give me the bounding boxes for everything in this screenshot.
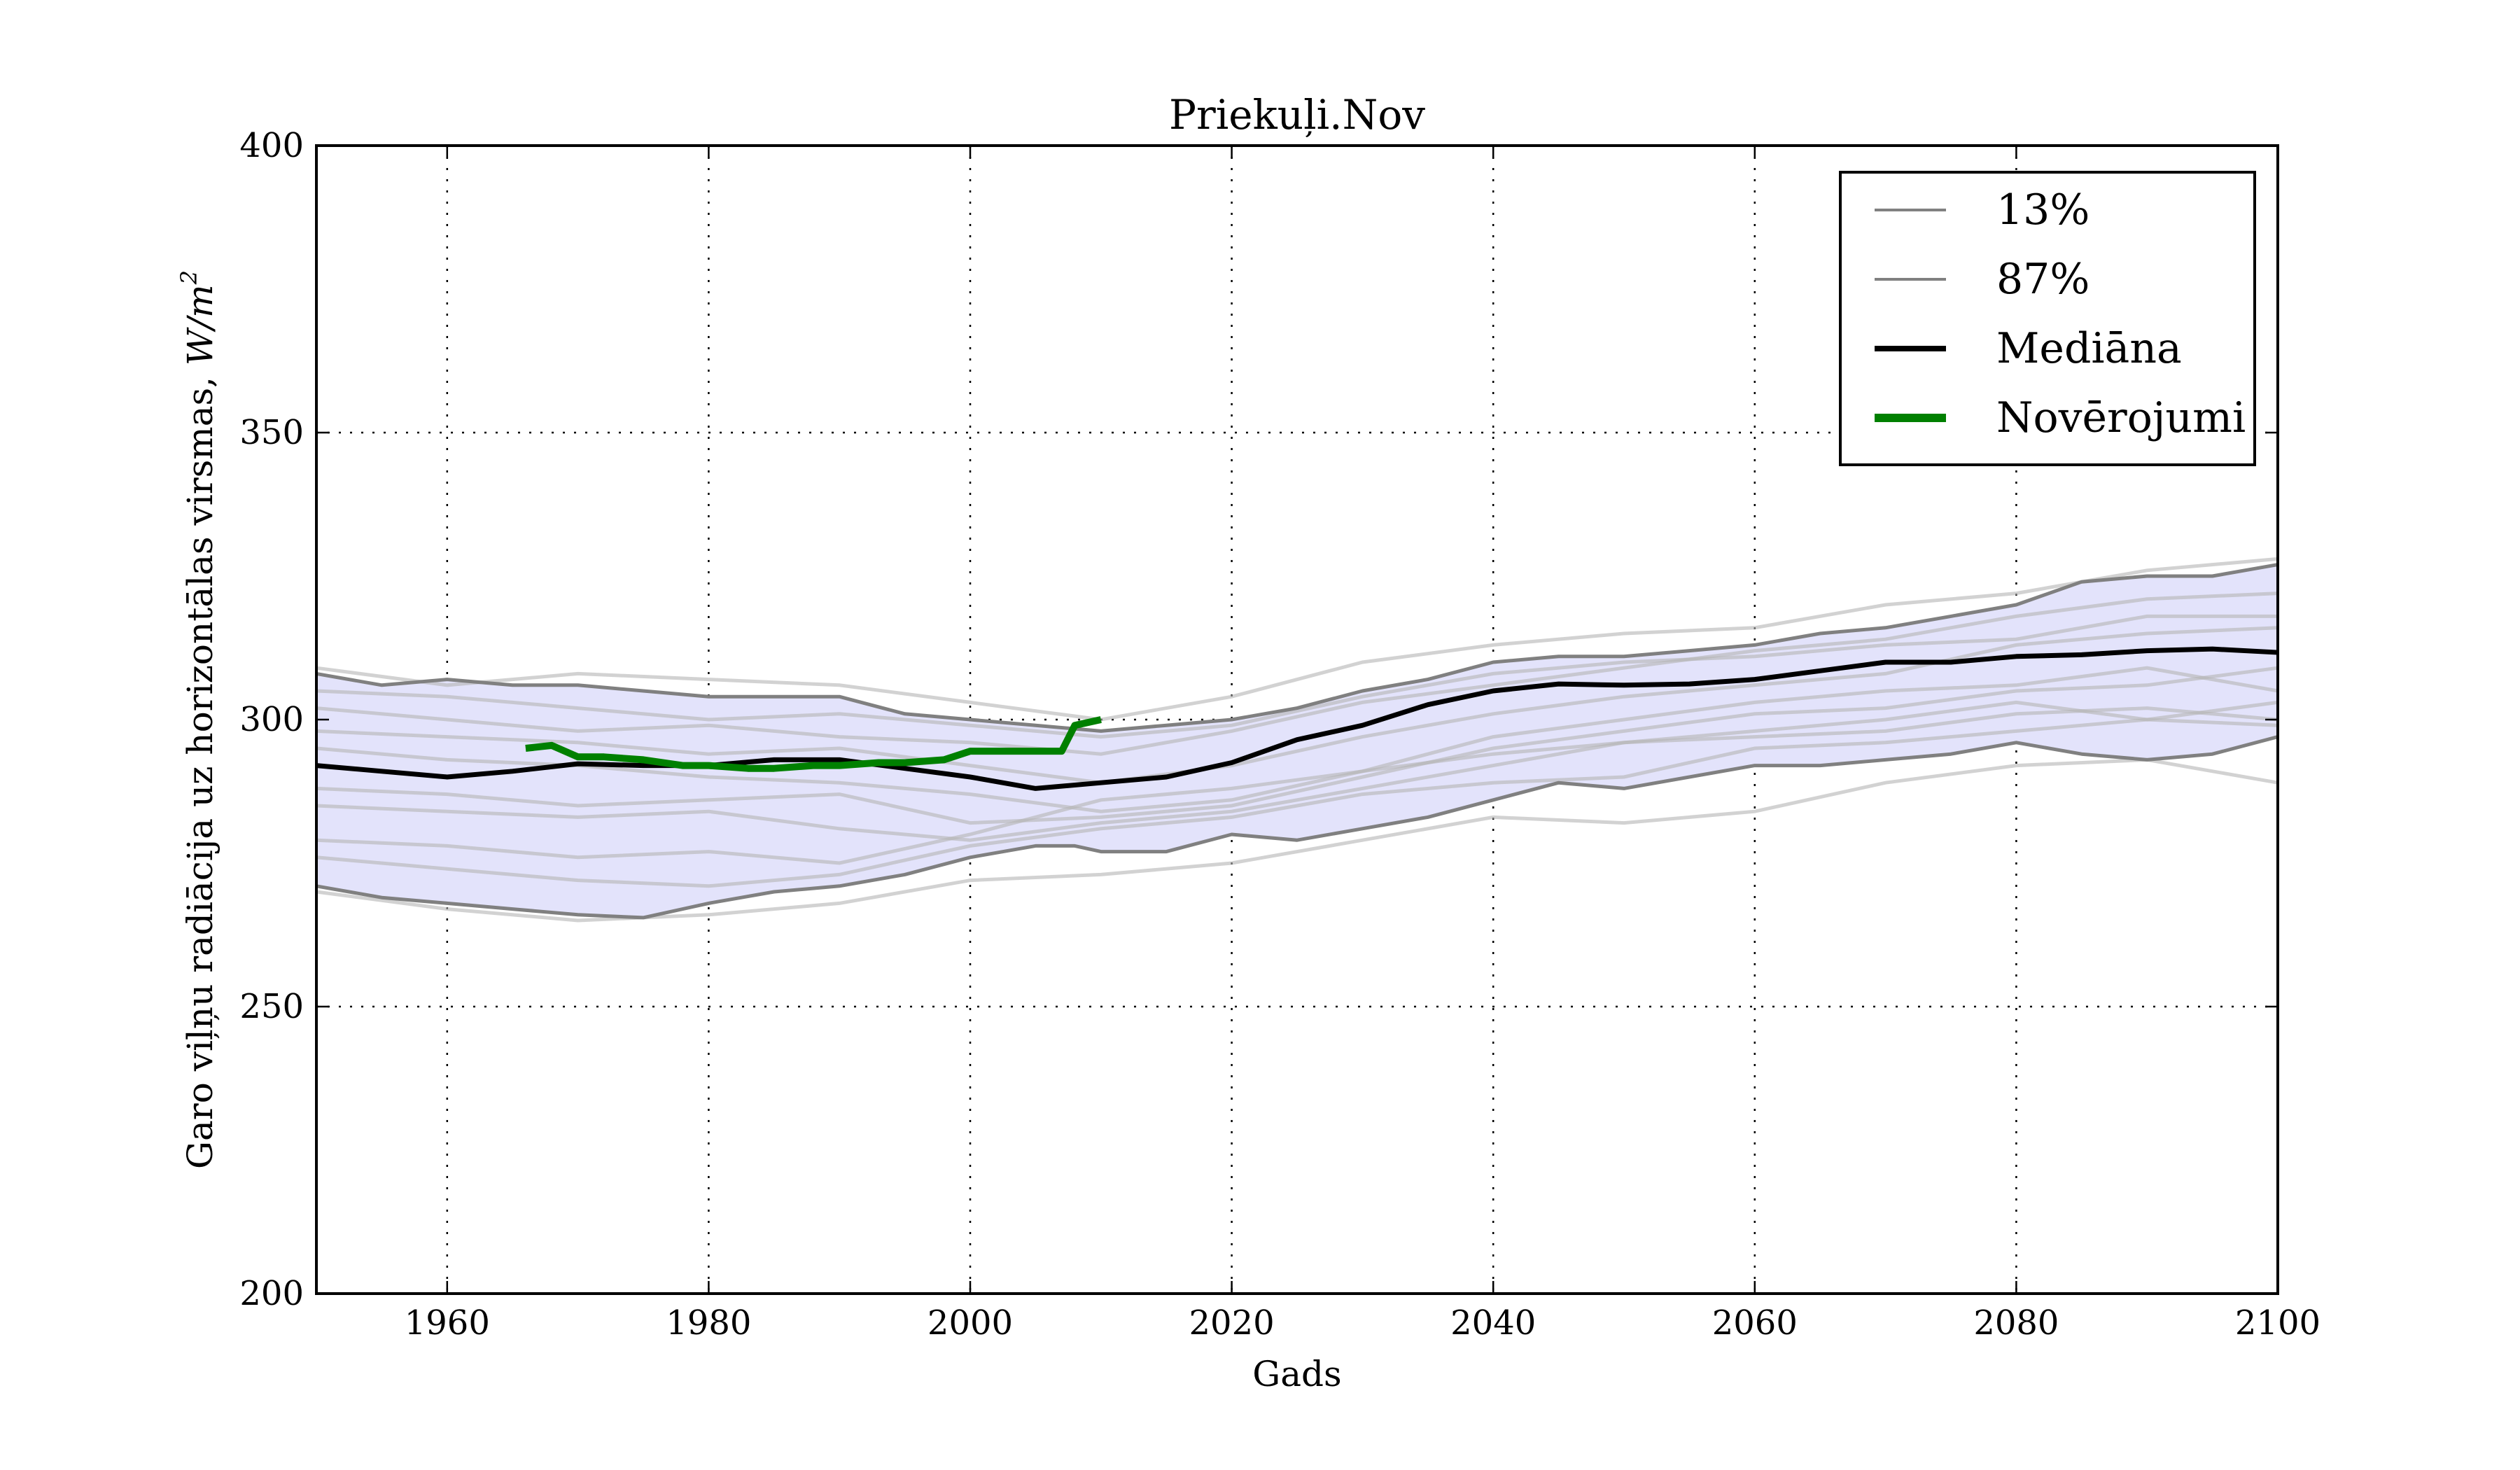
x-axis-label: Gads <box>1252 1354 1341 1394</box>
series-lines <box>316 563 2278 920</box>
series-13-percent <box>316 735 2278 920</box>
y-tick-label: 350 <box>239 413 304 452</box>
y-axis-label-unit: W/m <box>180 284 220 365</box>
legend-label: Mediāna <box>1996 324 2182 373</box>
series-median <box>316 646 2278 791</box>
y-axis-label-exp: 2 <box>176 270 202 285</box>
legend-label: 13% <box>1996 186 2090 234</box>
chart-title: Priekuļi.Nov <box>1169 91 1425 139</box>
ensemble-line <box>316 666 2278 813</box>
axis-ticks: 1960 1980 2000 2020 2040 2060 2080 2100 200 250 30… <box>239 126 2320 1343</box>
ensemble-line <box>316 706 2278 865</box>
y-tick-label: 400 <box>239 126 304 165</box>
series-87-percent <box>316 563 2278 733</box>
x-tick-label: 2040 <box>1450 1303 1536 1343</box>
x-tick-label: 2100 <box>2235 1303 2320 1343</box>
x-tick-label: 2080 <box>1973 1303 2059 1343</box>
y-tick-label: 250 <box>239 987 304 1026</box>
y-tick-label: 200 <box>239 1274 304 1313</box>
legend-label: Novērojumi <box>1996 393 2246 442</box>
y-axis-label: Garo viļņu radiācija uz horizontālas vir… <box>176 270 220 1169</box>
x-tick-label: 2060 <box>1712 1303 1798 1343</box>
ensemble-line <box>316 614 2278 739</box>
x-tick-label: 1980 <box>666 1303 751 1343</box>
ensemble-line <box>316 718 2278 888</box>
ensemble-line <box>316 556 2278 722</box>
legend-label: 87% <box>1996 255 2090 304</box>
y-tick-label: 300 <box>239 700 304 739</box>
x-tick-label: 2020 <box>1189 1303 1275 1343</box>
x-tick-label: 1960 <box>405 1303 490 1343</box>
ensemble-line <box>316 666 2278 825</box>
legend: 13% 87% Mediāna Novērojumi <box>1839 171 2256 466</box>
ensemble-line <box>316 700 2278 842</box>
y-axis-label-main: Garo viļņu radiācija uz horizontālas vir… <box>180 365 220 1169</box>
x-tick-label: 2000 <box>927 1303 1013 1343</box>
series-observations <box>525 716 1102 772</box>
ensemble-line <box>316 626 2278 785</box>
ensemble-line <box>316 592 2278 756</box>
